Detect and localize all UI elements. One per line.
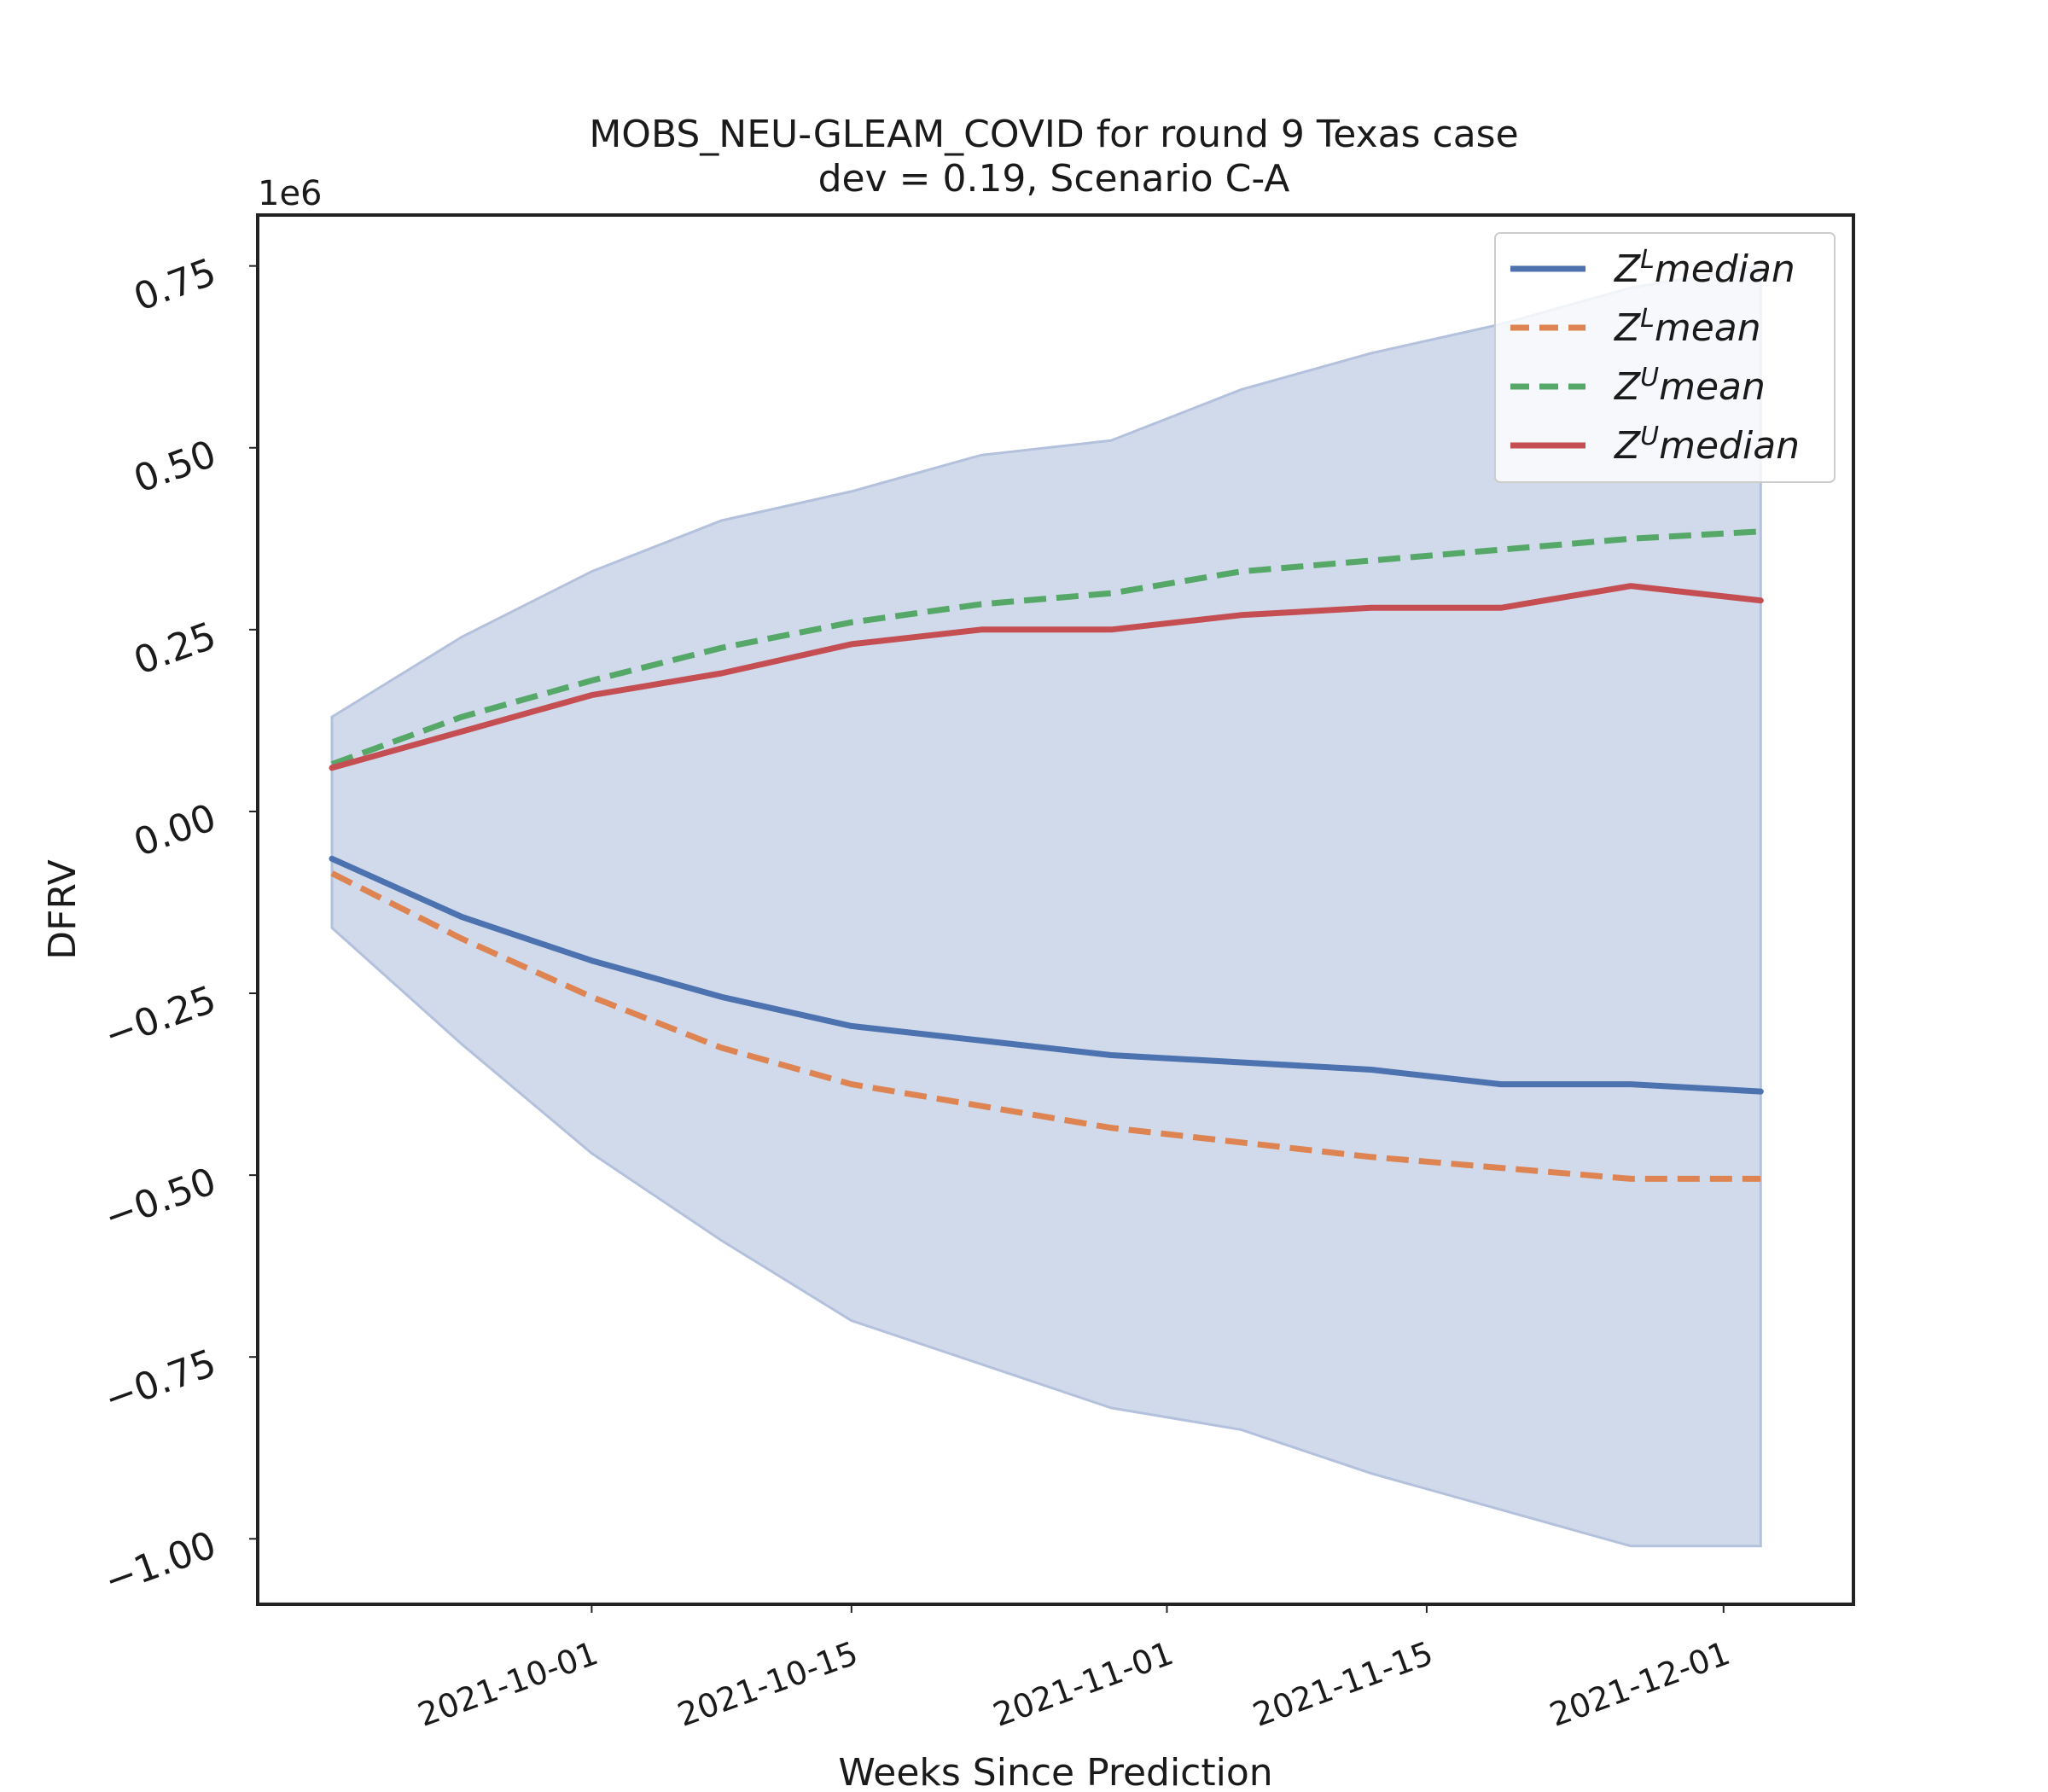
y-tick-label: 0.25 <box>128 614 222 684</box>
legend-label: ZLmean <box>1614 304 1761 350</box>
series-line-0 <box>329 855 1764 1095</box>
legend-box <box>1494 232 1836 483</box>
legend-label: ZUmean <box>1614 363 1766 409</box>
y-tick-label: −1.00 <box>99 1523 222 1603</box>
y-scale-label: 1e6 <box>258 174 323 213</box>
series-line-1 <box>330 870 1761 1182</box>
y-axis-label: DFRV <box>41 859 84 959</box>
x-tick-label: 2021-10-01 <box>413 1634 603 1734</box>
series-line-3 <box>329 583 1764 771</box>
legend-label: ZLmedian <box>1614 245 1795 291</box>
chart-subtitle: dev = 0.19, Scenario C-A <box>818 157 1290 201</box>
x-axis-label: Weeks Since Prediction <box>838 1751 1272 1792</box>
x-tick-label: 2021-11-01 <box>988 1634 1178 1734</box>
y-tick-label: 0.75 <box>128 250 222 319</box>
y-axis: −1.00 −0.75 −0.50 −0.25 0.00 0.25 0.50 0.75 <box>99 250 258 1603</box>
legend-label: ZUmedian <box>1614 422 1800 468</box>
y-tick-label: 0.50 <box>128 432 222 501</box>
y-tick-label: −0.25 <box>99 978 222 1058</box>
chart-title: MOBS_NEU-GLEAM_COVID for round 9 Texas c… <box>589 113 1518 156</box>
y-tick-label: −0.75 <box>99 1341 222 1422</box>
x-tick-label: 2021-12-01 <box>1545 1634 1735 1734</box>
series-line-2 <box>330 528 1761 767</box>
y-tick-label: 0.00 <box>128 796 222 865</box>
x-tick-label: 2021-11-15 <box>1248 1634 1438 1734</box>
legend: ZLmedian ZLmean ZUmean ZUmedian <box>1494 232 1836 483</box>
plot-area <box>329 264 1764 1548</box>
uncertainty-band <box>330 264 1762 1548</box>
y-tick-label: −0.50 <box>99 1160 222 1240</box>
x-axis: 2021-10-01 2021-10-15 2021-11-01 2021-11-15… <box>413 1604 1735 1734</box>
plot-frame <box>256 213 1855 1606</box>
x-tick-label: 2021-10-15 <box>672 1634 863 1734</box>
